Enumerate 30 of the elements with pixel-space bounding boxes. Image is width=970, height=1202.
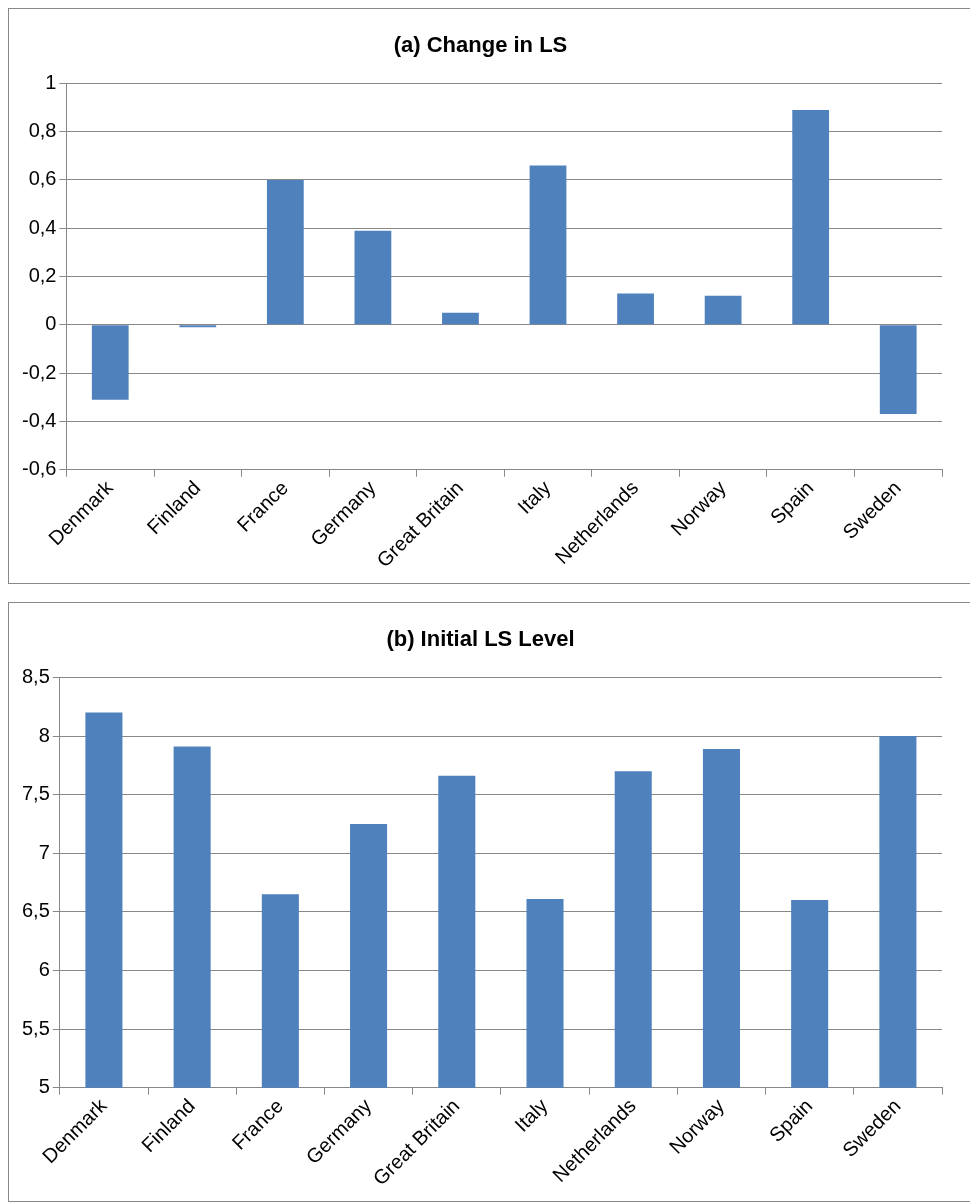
chart-title: (a) Change in LS xyxy=(393,32,568,58)
y-tick-label: 8 xyxy=(38,723,50,746)
x-tick-label: Italy xyxy=(510,1094,552,1136)
y-tick-label: 6 xyxy=(38,957,50,980)
y-tick-label: 5 xyxy=(38,1075,50,1098)
x-tick-label: Italy xyxy=(513,476,555,518)
y-tick-label: 6,5 xyxy=(21,899,50,922)
y-tick-label: -0,4 xyxy=(21,408,57,431)
y-tick-label: -0,6 xyxy=(21,457,57,480)
y-tick-label: 0,4 xyxy=(28,215,57,238)
bar xyxy=(442,312,479,325)
y-tick-label: 1 xyxy=(45,70,57,93)
y-tick-label: 8,5 xyxy=(21,664,50,687)
y-tick-label: 0,6 xyxy=(28,167,57,190)
y-tick-label: 0,8 xyxy=(28,119,57,142)
bar xyxy=(266,179,304,325)
bar xyxy=(792,109,830,325)
y-tick-label: 0 xyxy=(45,312,57,335)
y-tick-label: 7 xyxy=(38,840,50,863)
bar xyxy=(879,325,917,415)
bar xyxy=(354,230,392,325)
y-tick-label: 0,2 xyxy=(28,264,57,287)
bar xyxy=(91,325,129,400)
bar xyxy=(529,165,567,325)
bar xyxy=(704,295,742,325)
y-tick-label: 7,5 xyxy=(21,782,50,805)
y-tick-label: 5,5 xyxy=(21,1016,50,1039)
bar xyxy=(617,293,654,325)
y-tick-label: -0,2 xyxy=(21,360,57,383)
chart-title: (b) Initial LS Level xyxy=(386,626,575,652)
